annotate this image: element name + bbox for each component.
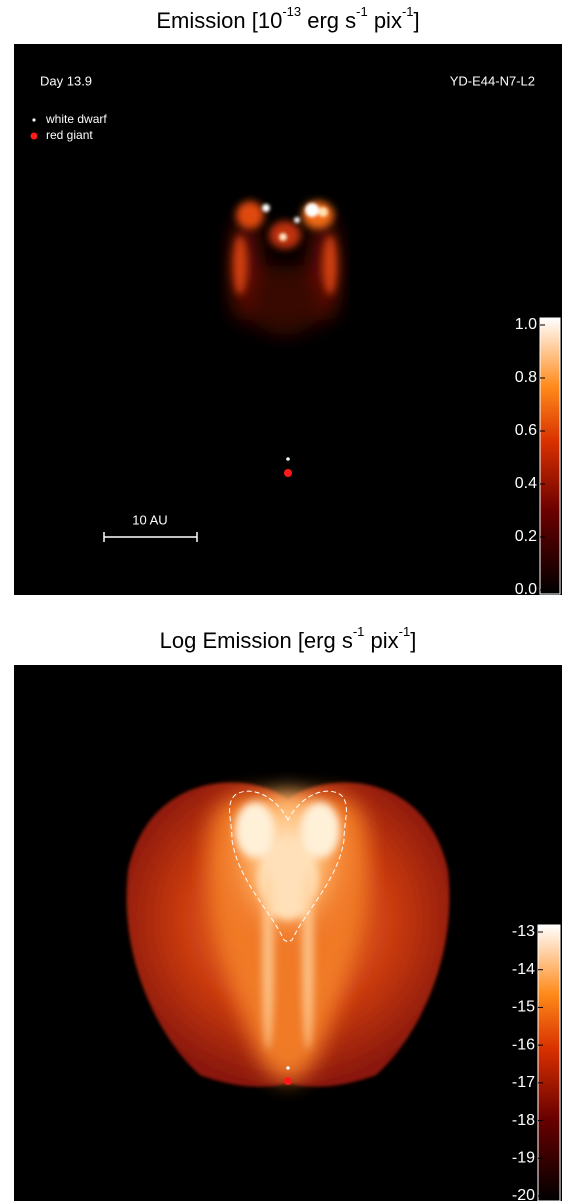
colorbar-tick-label: -13 <box>512 923 535 940</box>
colorbar-tick-label: 0.2 <box>515 528 537 545</box>
colorbar-tick-label: -17 <box>512 1074 535 1091</box>
red-giant <box>284 1077 292 1085</box>
colorbar-tick-label: -14 <box>512 961 535 978</box>
colorbar-tick-label: -18 <box>512 1112 535 1129</box>
red-giant <box>284 469 292 477</box>
colorbar <box>537 924 561 1201</box>
colorbar-tick-label: -19 <box>512 1150 535 1167</box>
legend-marker <box>32 118 36 122</box>
scale-bar <box>103 532 198 542</box>
title-text: ] <box>414 8 420 33</box>
colorbar-tick-label: -20 <box>512 1187 535 1201</box>
colorbar-tick-label: 0.8 <box>515 369 537 386</box>
legend-label: red giant <box>46 128 93 142</box>
title-superscript: -13 <box>282 4 301 19</box>
emission-image <box>231 201 339 335</box>
white-dwarf <box>286 457 290 461</box>
legend-label: white dwarf <box>45 112 107 126</box>
colorbar-tick-label: -16 <box>512 1036 535 1053</box>
title-text: erg s <box>301 8 356 33</box>
title-text: Log Emission [erg s <box>160 628 353 653</box>
colorbar-tick-label: -15 <box>512 999 535 1016</box>
legend-marker <box>30 132 38 140</box>
title-superscript: -1 <box>399 624 411 639</box>
colorbar-tick-label: 0.4 <box>515 475 537 492</box>
model-label: YD-E44-N7-L2 <box>450 73 535 88</box>
colorbar <box>539 317 561 595</box>
title-text: pix <box>364 628 398 653</box>
log-emission-image <box>126 782 450 1087</box>
day-label: Day 13.9 <box>40 73 92 88</box>
title-text: Emission [10 <box>156 8 282 33</box>
title-superscript: -1 <box>353 624 365 639</box>
scale-bar-label: 10 AU <box>132 512 167 527</box>
title-text: ] <box>410 628 416 653</box>
colorbar-tick-label: 0.6 <box>515 422 537 439</box>
colorbar-tick-label: 1.0 <box>515 316 537 333</box>
panel-title: Log Emission [erg s-1 pix-1] <box>160 624 417 652</box>
title-superscript: -1 <box>402 4 414 19</box>
title-text: pix <box>368 8 402 33</box>
title-superscript: -1 <box>356 4 368 19</box>
white-dwarf <box>286 1066 290 1070</box>
colorbar-tick-label: 0.0 <box>515 581 537 598</box>
panel-title: Emission [10-13 erg s-1 pix-1] <box>156 4 419 32</box>
